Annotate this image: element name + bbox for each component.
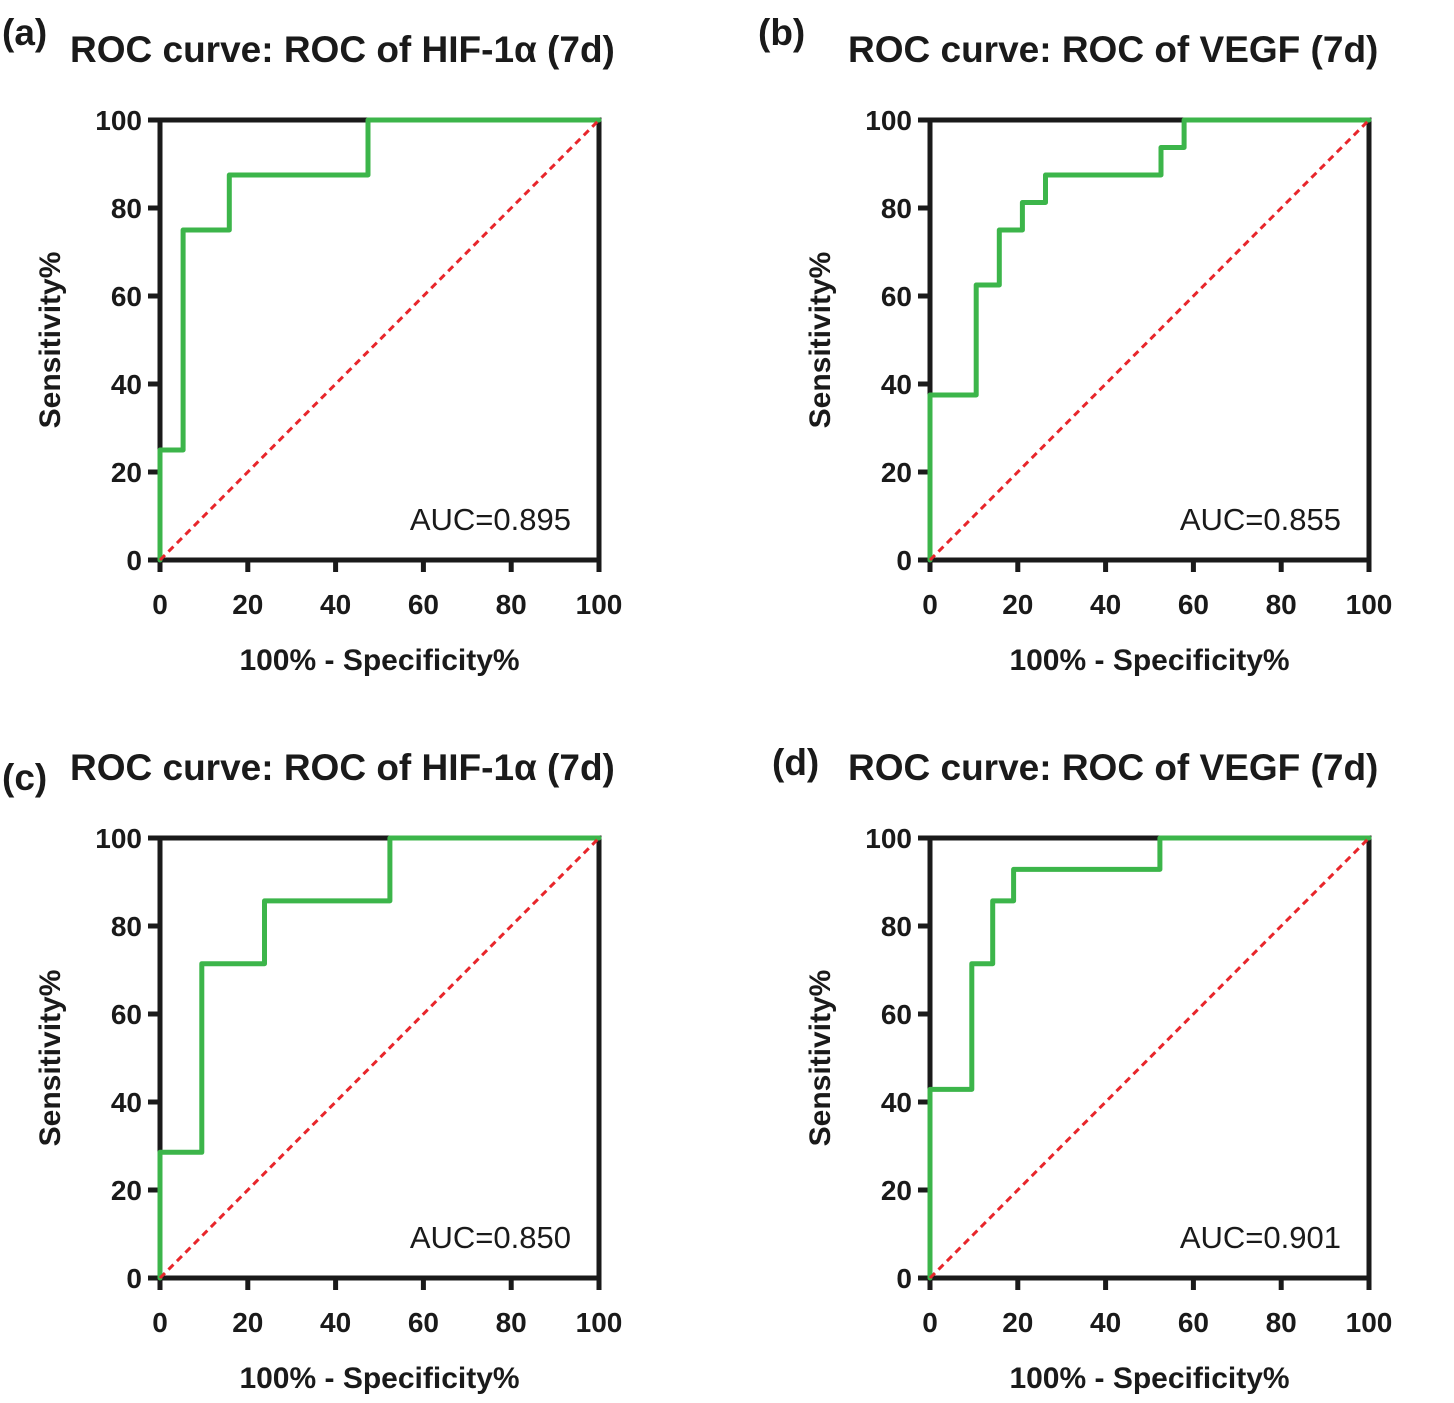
y-tick-label: 80	[881, 193, 912, 224]
y-tick-label: 0	[896, 1263, 912, 1294]
x-tick-label: 40	[320, 1307, 351, 1338]
y-axis-label: Sensitivity%	[804, 252, 837, 429]
y-tick-label: 40	[111, 369, 142, 400]
auc-annotation: AUC=0.895	[410, 502, 571, 537]
reference-line	[158, 836, 601, 1280]
auc-annotation: AUC=0.850	[410, 1220, 571, 1255]
y-tick-label: 100	[95, 105, 142, 136]
x-tick-label: 80	[1266, 1307, 1297, 1338]
panel-label: (d)	[772, 742, 819, 783]
x-tick-label: 80	[496, 1307, 527, 1338]
panel-label: (c)	[2, 757, 47, 798]
chart-title: ROC curve: ROC of HIF-1α (7d)	[70, 747, 615, 788]
y-tick-label: 40	[881, 1087, 912, 1118]
reference-line	[158, 118, 601, 562]
x-tick-label: 20	[1002, 1307, 1033, 1338]
y-tick-label: 100	[865, 823, 912, 854]
roc-panel-c: (c) ROC curve: ROC of HIF-1α (7d) 0 20 40 60 8…	[2, 747, 622, 1395]
roc-panel-a: (a) ROC curve: ROC of HIF-1α (7d) 0 20 40 60 8…	[2, 12, 622, 677]
y-tick-label: 100	[865, 105, 912, 136]
x-axis-label: 100% - Specificity%	[239, 1362, 519, 1395]
x-axis-label: 100% - Specificity%	[239, 644, 519, 677]
x-tick-label: 0	[922, 589, 938, 620]
x-tick-label: 60	[1178, 1307, 1209, 1338]
y-axis-label: Sensitivity%	[804, 970, 837, 1147]
y-tick-label: 60	[881, 999, 912, 1030]
chart-title: ROC curve: ROC of HIF-1α (7d)	[70, 29, 615, 70]
roc-curve	[157, 835, 602, 1281]
y-tick-label: 40	[881, 369, 912, 400]
reference-line	[928, 118, 1371, 562]
panel-label: (b)	[758, 12, 805, 53]
x-tick-label: 20	[1002, 589, 1033, 620]
x-tick-label: 0	[152, 1307, 168, 1338]
chart-title: ROC curve: ROC of VEGF (7d)	[848, 747, 1378, 788]
y-tick-label: 20	[881, 457, 912, 488]
y-tick-label: 100	[95, 823, 142, 854]
y-tick-label: 0	[126, 545, 142, 576]
auc-annotation: AUC=0.855	[1180, 502, 1341, 537]
x-tick-label: 0	[922, 1307, 938, 1338]
reference-line	[928, 836, 1371, 1280]
plot-frame	[927, 117, 1372, 563]
y-tick-label: 60	[111, 281, 142, 312]
panel-label: (a)	[2, 12, 47, 53]
y-tick-label: 80	[111, 911, 142, 942]
plot-frame	[157, 835, 602, 1281]
x-tick-label: 60	[408, 589, 439, 620]
y-tick-label: 40	[111, 1087, 142, 1118]
y-tick-label: 80	[881, 911, 912, 942]
x-tick-label: 60	[408, 1307, 439, 1338]
roc-panel-d: (d) ROC curve: ROC of VEGF (7d) 0 20 40 60 80 1…	[772, 742, 1392, 1395]
roc-curve	[157, 117, 602, 563]
x-tick-label: 40	[1090, 1307, 1121, 1338]
y-axis-label: Sensitivity%	[34, 970, 67, 1147]
x-tick-label: 100	[576, 1307, 623, 1338]
x-tick-label: 60	[1178, 589, 1209, 620]
x-axis-label: 100% - Specificity%	[1009, 644, 1289, 677]
y-tick-label: 20	[111, 457, 142, 488]
roc-curve	[927, 835, 1372, 1281]
x-tick-label: 80	[1266, 589, 1297, 620]
y-axis-label: Sensitivity%	[34, 252, 67, 429]
y-tick-label: 60	[111, 999, 142, 1030]
roc-curve	[927, 117, 1372, 563]
plot-frame	[927, 835, 1372, 1281]
y-tick-label: 20	[111, 1175, 142, 1206]
y-tick-label: 80	[111, 193, 142, 224]
x-tick-label: 40	[320, 589, 351, 620]
x-tick-label: 100	[1346, 589, 1393, 620]
y-tick-label: 0	[126, 1263, 142, 1294]
x-tick-label: 0	[152, 589, 168, 620]
y-tick-label: 20	[881, 1175, 912, 1206]
x-tick-label: 100	[1346, 1307, 1393, 1338]
x-tick-label: 80	[496, 589, 527, 620]
x-axis-label: 100% - Specificity%	[1009, 1362, 1289, 1395]
y-tick-label: 60	[881, 281, 912, 312]
auc-annotation: AUC=0.901	[1180, 1220, 1341, 1255]
y-tick-label: 0	[896, 545, 912, 576]
x-tick-label: 100	[576, 589, 623, 620]
chart-title: ROC curve: ROC of VEGF (7d)	[848, 29, 1378, 70]
roc-panel-b: (b) ROC curve: ROC of VEGF (7d) 0 20 40 60 80 1…	[758, 12, 1392, 677]
x-tick-label: 40	[1090, 589, 1121, 620]
x-tick-label: 20	[232, 1307, 263, 1338]
x-tick-label: 20	[232, 589, 263, 620]
